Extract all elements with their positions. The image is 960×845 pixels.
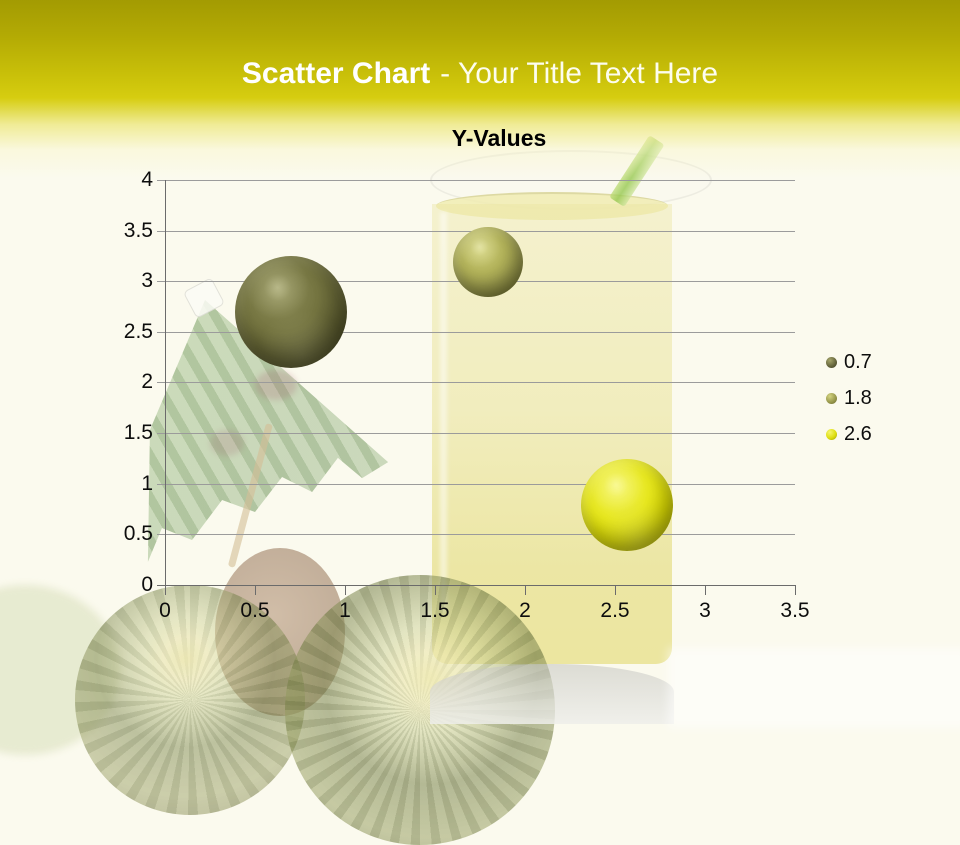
x-tick-mark: [705, 586, 706, 595]
x-tick-mark: [525, 586, 526, 595]
glass-reflection: [668, 648, 960, 728]
legend: 0.7 1.8 2.6: [826, 351, 872, 459]
y-tick-label: 1.5: [123, 421, 153, 444]
bubble-series-0.7: [235, 256, 347, 368]
gridline: [157, 484, 795, 485]
header-band: [0, 0, 960, 178]
y-axis-line: [165, 180, 166, 586]
x-tick-mark: [345, 586, 346, 595]
x-axis-line: [157, 585, 796, 586]
x-tick-mark: [615, 586, 616, 595]
y-tick-label: 2.5: [123, 320, 153, 343]
gridline: [157, 332, 795, 333]
legend-marker-icon: [826, 356, 837, 368]
x-tick-mark: [165, 586, 166, 595]
x-tick-label: 2.5: [600, 599, 630, 622]
y-tick-label: 1: [141, 472, 153, 495]
x-tick-mark: [255, 586, 256, 595]
y-tick-label: 2: [141, 370, 153, 393]
x-tick-label: 0.5: [240, 599, 270, 622]
legend-item: 1.8: [826, 387, 872, 409]
x-tick-label: 2: [519, 599, 531, 622]
x-tick-label: 3.5: [780, 599, 810, 622]
y-tick-label: 4: [141, 168, 153, 191]
legend-item: 0.7: [826, 351, 872, 373]
umbrella-pattern-spot: [210, 430, 244, 456]
legend-label: 1.8: [844, 387, 872, 409]
gridline: [157, 382, 795, 383]
legend-label: 2.6: [844, 423, 872, 445]
glass-highlight: [440, 212, 447, 612]
x-tick-label: 3: [699, 599, 711, 622]
gridline: [157, 433, 795, 434]
x-tick-mark: [795, 586, 796, 595]
umbrella-pattern-spot: [255, 370, 297, 400]
legend-item: 2.6: [826, 423, 872, 445]
gridline: [157, 534, 795, 535]
x-tick-mark: [435, 586, 436, 595]
y-tick-label: 0.5: [123, 522, 153, 545]
legend-label: 0.7: [844, 351, 872, 373]
bubble-series-2.6: [581, 459, 673, 551]
y-tick-label: 3.5: [123, 219, 153, 242]
x-tick-label: 1: [339, 599, 351, 622]
slide-title: Scatter Chart - Your Title Text Here: [0, 54, 960, 94]
glass-base: [430, 664, 674, 724]
y-tick-label: 3: [141, 269, 153, 292]
x-tick-label: 1.5: [420, 599, 450, 622]
bubble-series-1.8: [453, 227, 523, 297]
legend-marker-icon: [826, 428, 837, 440]
x-tick-label: 0: [159, 599, 171, 622]
legend-marker-icon: [826, 392, 837, 404]
y-tick-label: 0: [141, 573, 153, 596]
slide-title-bold: Scatter Chart: [241, 57, 431, 90]
chart-title: Y-Values: [451, 125, 547, 151]
slide-title-rest: - Your Title Text Here: [440, 57, 719, 90]
scatter-chart: Y-Values 4 3.5 3 2.5 2 1.5 1 0.5 0 0 0.5…: [123, 125, 872, 622]
gridline: [157, 180, 795, 181]
